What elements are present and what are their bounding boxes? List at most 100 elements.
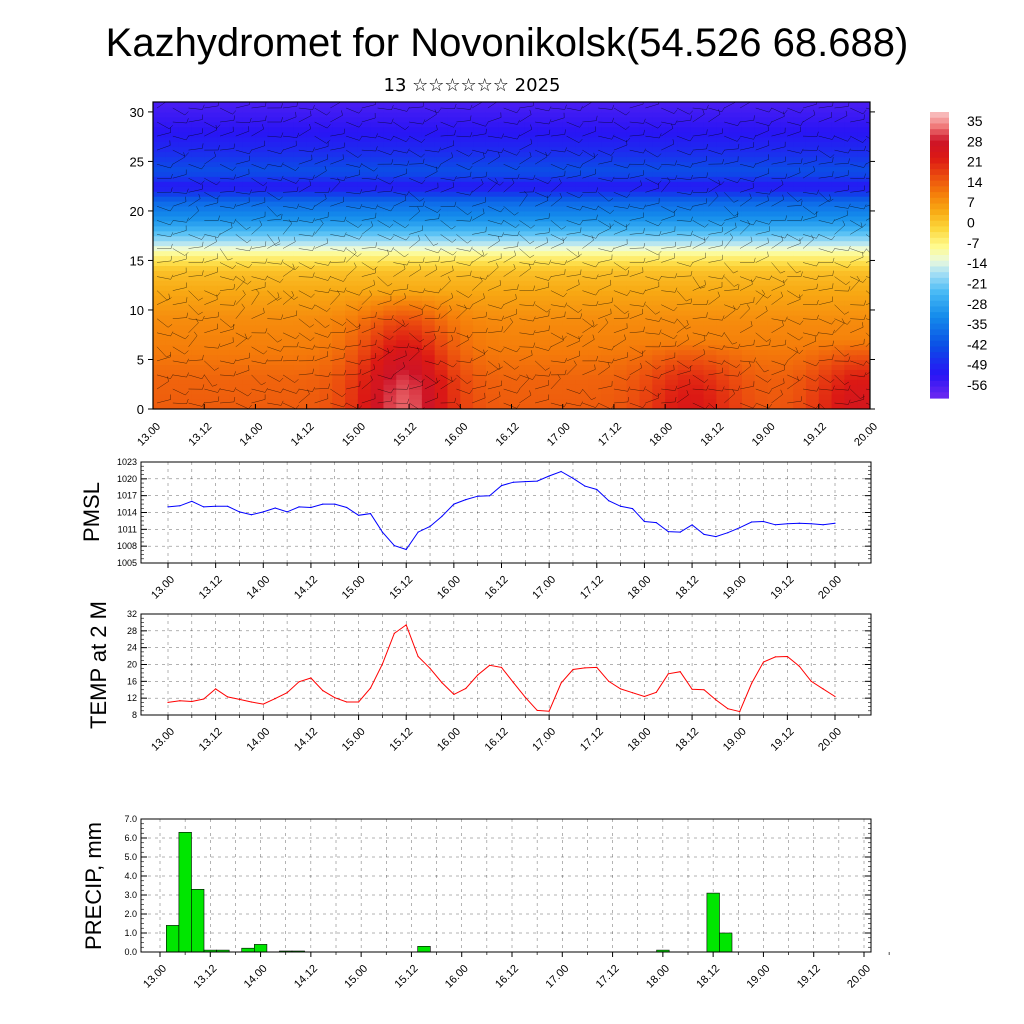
temperature-cell [703,384,717,390]
temperature-cell [409,235,423,242]
temperature-cell [562,329,577,336]
temperature-cell [409,116,423,123]
temperature-cell [690,106,705,113]
temperature-cell [537,334,551,341]
temperature-cell [652,116,666,123]
temperature-cell [281,374,295,380]
temperature-cell [357,329,372,336]
temperature-cell [255,176,269,182]
temperature-cell [549,359,564,366]
temperature-cell [729,265,743,271]
wind-barb-shaft [188,246,203,249]
wind-barb-flag [233,174,236,180]
temperature-cell [319,220,333,227]
temperature-cell [588,300,602,306]
temperature-cell [293,166,308,172]
wind-barb-shaft [408,351,420,362]
temperature-cell [281,349,295,356]
wind-barb-shaft [314,107,327,116]
temperature-cell [613,260,628,266]
wind-barb-shaft [282,191,298,193]
temperature-cell [268,275,282,281]
temperature-cell [191,121,205,128]
wind-barb-shaft [440,331,455,334]
temperature-cell [780,369,794,375]
temperature-cell [165,161,180,167]
temperature-cell [575,319,589,326]
temperature-cell [665,146,679,153]
temperature-cell [409,201,423,207]
wind-barb-shaft [456,262,471,266]
wind-barb [424,392,439,404]
temperature-cell [165,314,180,321]
temperature-cell [767,369,781,375]
temperature-cell [677,389,692,395]
temperature-cell [191,240,205,247]
temperature-cell [421,394,436,400]
wind-barb [456,334,469,347]
wind-barb [377,247,394,252]
temperature-cell [818,131,833,138]
wind-barb [282,310,298,319]
temperature-cell [537,245,551,252]
temperature-cell [562,106,577,113]
temperature-cell [357,265,372,271]
temperature-cell [818,280,833,286]
temperature-cell [421,250,436,257]
temperature-cell [754,121,769,128]
wind-barb [456,115,472,123]
wind-barb-flag [515,224,520,228]
temperature-cell [652,106,666,113]
wind-barb-flag [391,395,393,402]
temperature-cell [204,300,218,306]
wind-barb-flag [386,249,390,255]
temperature-cell [665,255,679,262]
temperature-cell [690,111,705,118]
wind-barb-shaft [424,397,438,404]
temperature-cell [793,309,807,316]
temperature-cell [754,171,769,177]
temperature-cell [613,305,628,311]
temperature-cell [281,151,295,158]
temperature-cell [153,156,167,163]
temperature-cell [396,116,410,123]
temperature-cell [191,384,205,390]
temperature-cell [473,369,487,375]
temperature-cell [383,121,397,128]
temperature-cell [498,156,513,163]
temperature-cell [613,181,628,187]
temperature-cell [601,220,615,227]
wind-barb-flag [342,321,347,326]
temperature-cell [729,334,743,341]
wind-barb [393,319,405,333]
temperature-cell [447,141,461,148]
temperature-cell [524,260,538,266]
temperature-cell [601,404,615,409]
temperature-cell [229,394,244,400]
temperature-cell [754,290,769,296]
wind-barb-shaft [346,121,360,128]
temperature-cell [703,166,717,172]
temperature-cell [409,225,423,232]
temperature-cell [857,290,870,296]
temperature-cell [729,245,743,252]
temperature-cell [485,389,500,395]
temperature-cell [460,161,474,167]
temperature-cell [242,364,257,370]
temperature-cell [191,151,205,158]
temperature-cell [447,349,461,356]
temperature-cell [460,314,474,321]
temperature-cell [460,369,474,375]
temperature-cell [537,136,551,143]
temperature-cell [549,374,564,380]
temperature-cell [178,186,193,192]
temperature-cell [805,225,820,232]
temperature-cell [793,324,807,331]
wind-barb-flag [328,343,331,349]
temperature-cell [255,126,269,133]
wind-barb [377,348,390,362]
temperature-cell [767,394,781,400]
temperature-cell [626,156,641,163]
temperature-cell [613,300,628,306]
temperature-cell [498,181,513,187]
